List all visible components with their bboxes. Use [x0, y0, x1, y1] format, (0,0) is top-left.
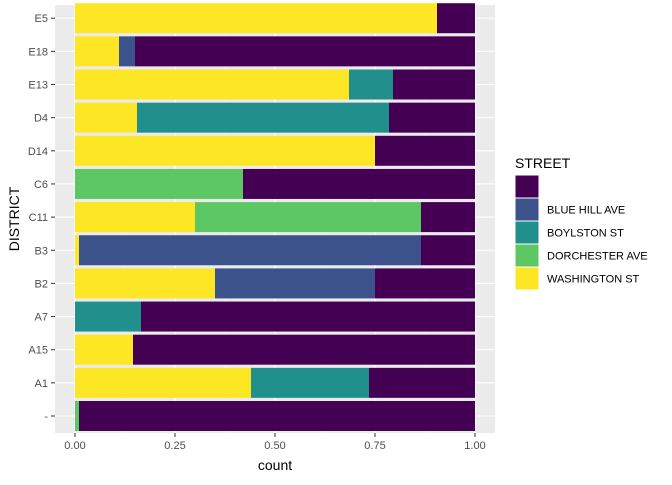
- y-axis: - A1 A15 A7 B2 B3 C11 C6 D14 D4 E13 E18 E5: [28, 13, 55, 423]
- bar-segment: [137, 102, 389, 133]
- bar-segment: [133, 334, 475, 365]
- bar-segment: [75, 168, 243, 199]
- bar-segment: [79, 401, 475, 431]
- bar-segment: [75, 102, 137, 133]
- legend-key: [514, 220, 540, 245]
- legend-label: BOYLSTON ST: [547, 228, 624, 240]
- bar-segment: [75, 401, 79, 431]
- legend-label: BLUE HILL AVE: [547, 205, 625, 217]
- bar-segment: [135, 36, 475, 67]
- y-tick-label: -: [44, 411, 48, 423]
- bar-segment: [369, 367, 475, 398]
- y-tick-label: A15: [28, 345, 48, 357]
- x-tick-label: 0.75: [364, 440, 385, 452]
- bar-segment: [75, 36, 119, 67]
- bar-segment: [75, 301, 141, 332]
- legend-key: [514, 266, 540, 291]
- y-tick-label: D14: [28, 146, 48, 158]
- x-tick-label: 1.00: [464, 440, 485, 452]
- legend-key: [514, 197, 540, 222]
- legend-label: WASHINGTON ST: [547, 274, 640, 286]
- bar-segment: [79, 235, 421, 266]
- bar-segment: [389, 102, 475, 133]
- bar-segment: [75, 334, 133, 365]
- bar-segment: [437, 3, 475, 34]
- legend-title: STREET: [515, 155, 571, 171]
- bar-segment: [349, 69, 393, 100]
- x-tick-label: 0.50: [264, 440, 285, 452]
- y-tick-label: A7: [35, 312, 48, 324]
- y-tick-label: B2: [35, 278, 48, 290]
- bar-segment: [75, 202, 195, 233]
- legend: STREET BLUE HILL AVE BOYLSTON ST DORCHESTE…: [514, 155, 648, 291]
- legend-label: DORCHESTER AVE: [547, 251, 648, 263]
- y-axis-title: DISTRICT: [6, 186, 22, 251]
- bar-segment: [75, 268, 215, 299]
- bar-segment: [75, 69, 349, 100]
- bar-segment: [375, 135, 475, 166]
- bar-segment: [75, 235, 79, 266]
- bar-segment: [141, 301, 475, 332]
- bar-segment: [421, 202, 475, 233]
- y-tick-label: C6: [34, 179, 48, 191]
- bar-segment: [243, 168, 475, 199]
- y-tick-label: D4: [34, 113, 48, 125]
- x-axis: 0.00 0.25 0.50 0.75 1.00: [64, 433, 486, 452]
- y-tick-label: A1: [35, 378, 48, 390]
- y-tick-label: B3: [35, 245, 48, 257]
- bar-segment: [75, 3, 437, 34]
- bar-segment: [195, 202, 421, 233]
- y-tick-label: E18: [28, 46, 48, 58]
- bar-segment: [251, 367, 369, 398]
- bar-segment: [421, 235, 475, 266]
- bar-segment: [215, 268, 375, 299]
- bar-segment: [393, 69, 475, 100]
- legend-key: [514, 174, 540, 199]
- legend-key: [514, 243, 540, 268]
- x-tick-label: 0.00: [64, 440, 85, 452]
- bar-segment: [375, 268, 475, 299]
- y-tick-label: E13: [28, 80, 48, 92]
- y-tick-label: C11: [29, 212, 48, 224]
- y-tick-label: E5: [35, 13, 48, 25]
- bar-layer: [75, 3, 475, 431]
- x-tick-label: 0.25: [164, 440, 185, 452]
- bar-segment: [75, 135, 375, 166]
- bar-segment: [119, 36, 135, 67]
- x-axis-title: count: [258, 457, 292, 473]
- bar-segment: [75, 367, 251, 398]
